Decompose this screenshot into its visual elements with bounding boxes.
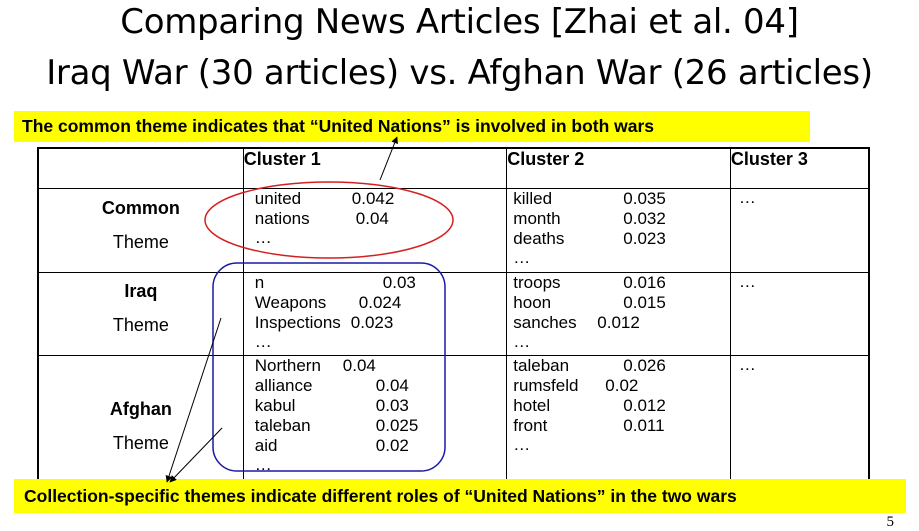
theme-name: Iraq: [124, 280, 158, 301]
term-row: Weapons 0.024: [254, 292, 402, 312]
theme-word: Theme: [112, 231, 169, 252]
term-row: taleban 0.026: [513, 355, 666, 375]
theme-word: Theme: [112, 314, 169, 335]
more-terms: …: [254, 331, 272, 351]
more-terms: …: [738, 187, 756, 207]
term-row: nations 0.04: [254, 208, 389, 228]
common-cluster-3: …: [729, 187, 870, 273]
term-row: alliance 0.04: [254, 375, 409, 395]
term-row: hoon 0.015: [513, 292, 666, 312]
term-row: united 0.042: [254, 188, 395, 208]
term-row: Northern 0.04: [254, 355, 376, 375]
table-row-iraq: Iraq Theme n 0.03 Weapons 0.024 Inspection…: [37, 271, 870, 356]
more-terms: …: [738, 271, 756, 291]
table-row-common: Common Theme united 0.042 nations 0.04 … k…: [37, 187, 870, 273]
term-row: troops 0.016: [513, 272, 666, 292]
term-row: kabul 0.03: [254, 395, 409, 415]
table-header-row: Cluster 1 Cluster 2 Cluster 3: [37, 147, 870, 189]
term-row: taleban 0.025: [254, 415, 419, 435]
term-row: aid 0.02: [254, 435, 409, 455]
theme-name: Afghan: [109, 398, 172, 419]
theme-label-cell: Iraq Theme: [37, 271, 244, 356]
slide-title-line-1: Comparing News Articles [Zhai et al. 04]: [120, 2, 799, 42]
common-theme-callout: The common theme indicates that “United …: [14, 111, 810, 142]
cluster-1-header: Cluster 1: [242, 147, 508, 189]
common-cluster-1: united 0.042 nations 0.04 …: [242, 187, 508, 273]
term-row: killed 0.035: [513, 188, 666, 208]
more-terms: …: [738, 354, 756, 374]
afghan-cluster-1: Northern 0.04 alliance 0.04 kabul 0.03 tale…: [242, 354, 508, 481]
afghan-cluster-3: …: [729, 354, 870, 481]
cluster-3-header: Cluster 3: [729, 147, 870, 189]
slide-title-line-2: Iraq War (30 articles) vs. Afghan War (2…: [46, 53, 873, 93]
iraq-cluster-1: n 0.03 Weapons 0.024 Inspections 0.023 …: [242, 271, 508, 356]
more-terms: …: [513, 434, 531, 454]
term-row: rumsfeld 0.02: [513, 375, 639, 395]
more-terms: …: [513, 247, 531, 267]
cluster-table: Cluster 1 Cluster 2 Cluster 3 Common The…: [37, 147, 870, 481]
theme-label-cell: Common Theme: [37, 187, 244, 273]
term-row: n 0.03: [254, 272, 416, 292]
term-row: hotel 0.012: [513, 395, 666, 415]
theme-name: Common: [101, 197, 180, 218]
iraq-cluster-3: …: [729, 271, 870, 356]
more-terms: …: [254, 454, 272, 474]
afghan-cluster-2: taleban 0.026 rumsfeld 0.02 hotel 0.012 fro…: [506, 354, 731, 481]
cluster-2-header: Cluster 2: [506, 147, 731, 189]
iraq-cluster-2: troops 0.016 hoon 0.015 sanches 0.012 …: [506, 271, 731, 356]
term-row: month 0.032: [513, 208, 666, 228]
more-terms: …: [513, 331, 531, 351]
term-row: Inspections 0.023: [254, 312, 394, 332]
theme-word: Theme: [112, 432, 169, 453]
term-row: front 0.011: [513, 415, 665, 435]
theme-label-cell: Afghan Theme: [37, 354, 244, 481]
term-row: deaths 0.023: [513, 228, 666, 248]
common-cluster-2: killed 0.035 month 0.032 deaths 0.023 …: [506, 187, 731, 273]
specific-theme-callout: Collection-specific themes indicate diff…: [14, 479, 906, 513]
empty-corner-cell: [37, 147, 244, 189]
table-row-afghan: Afghan Theme Northern 0.04 alliance 0.04 k…: [37, 354, 870, 481]
term-row: sanches 0.012: [513, 312, 640, 332]
more-terms: …: [254, 227, 272, 247]
slide-number: 5: [886, 514, 895, 530]
